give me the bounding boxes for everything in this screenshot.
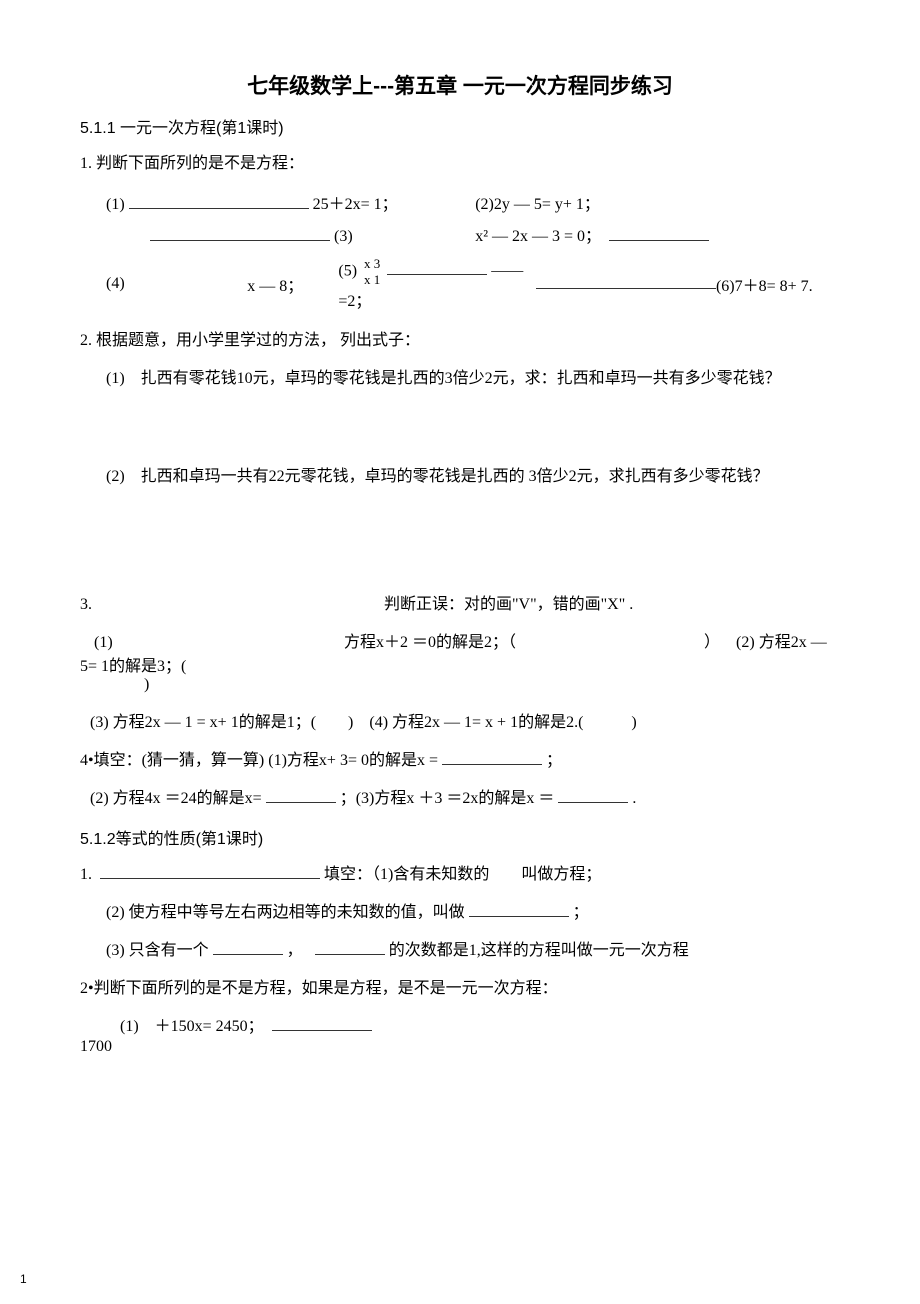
q1-3-expr: x² — 2x — 3 = 0；: [475, 228, 601, 245]
q1-row-3: (4) x — 8； (5) x 3 x 1 ——=2； (6)7＋8= 8+ …: [80, 256, 840, 311]
q1-5-fraction: x 3 x 1: [364, 256, 380, 287]
q1-stem: 1. 判断下面所列的是不是方程：: [80, 152, 840, 176]
s2-q1-2: (2) 使方程中等号左右两边相等的未知数的值，叫做 ；: [80, 901, 840, 925]
q4-b: (2) 方程4x ＝24的解是x=: [90, 790, 262, 807]
q4-line-2: (2) 方程4x ＝24的解是x= ；(3)方程x ＋3 ＝2x的解是x ＝ .: [80, 787, 840, 811]
q1-5-pre-blank: [387, 259, 487, 275]
s2-q1-2-blank: [469, 901, 569, 917]
q2-stem: 2. 根据题意，用小学里学过的方法， 列出式子：: [80, 329, 840, 353]
section-head-text: 5.1.1 一元一次方程(第1课时): [80, 120, 284, 137]
s2-q2-1a: (1) ＋150x= 2450；: [120, 1018, 264, 1035]
q3-2-wrap: ): [80, 673, 840, 697]
q3-1-close: ）: [704, 634, 720, 651]
q4-line-1: 4•填空：(猜一猜，算一算) (1)方程x+ 3= 0的解是x = ；: [80, 749, 840, 773]
q4-b-blank: [266, 787, 336, 803]
q3-2-close: ): [144, 676, 149, 693]
q3-row-1: (1) 方程x＋2 ＝0的解是2；（ ） (2) 方程2x — 5= 1的解是3…: [80, 631, 840, 679]
q1-5-frac-bot: x 1: [364, 272, 380, 288]
q1-5-post-blank: [536, 273, 716, 289]
q3-num: 3.: [80, 593, 380, 617]
page-number: 1: [20, 1272, 27, 1286]
q3-1-label: (1): [80, 631, 340, 655]
q3-stem: 判断正误：对的画"V"，错的画"X" .: [384, 596, 633, 613]
q4-b2: ；(3)方程x ＋3 ＝2x的解是x ＝: [340, 790, 555, 807]
s2-q1-2b: ；: [573, 904, 589, 921]
q2-1: (1) 扎西有零花钱10元，卓玛的零花钱是扎西的3倍少2元，求：扎西和卓玛一共有…: [80, 367, 840, 391]
q2-2: (2) 扎西和卓玛一共有22元零花钱，卓玛的零花钱是扎西的 3倍少2元，求扎西有…: [80, 465, 840, 489]
s2-q1-num: 1.: [80, 866, 92, 883]
q3-head-row: 3. 判断正误：对的画"V"，错的画"X" .: [80, 593, 840, 617]
s2-q1-a: 填空：（1)含有未知数的 叫做方程；: [324, 866, 601, 883]
q4-a2: ；: [546, 752, 562, 769]
q1-5-label: (5): [338, 262, 357, 279]
section-5-1-2-text: 5.1.2等式的性质(第1课时): [80, 831, 263, 848]
q1-1-label: (1): [106, 196, 125, 213]
q1-3-blank: [609, 225, 709, 241]
worksheet-page: 七年级数学上---第五章 一元一次方程同步练习 5.1.1 一元一次方程(第1课…: [0, 0, 920, 1304]
s2-q1-3-blank2: [315, 939, 385, 955]
section-5-1-2-head: 5.1.2等式的性质(第1课时): [80, 825, 840, 849]
s2-q1-2-text: (2) 使方程中等号左右两边相等的未知数的值，叫做: [106, 904, 469, 921]
s2-q2-1-blank: [272, 1015, 372, 1031]
s2-q1-line1: 1. 填空：（1)含有未知数的 叫做方程；: [80, 863, 840, 887]
q3-34: (3) 方程2x — 1 = x+ 1的解是1；( ) (4) 方程2x — 1…: [80, 711, 840, 735]
q1-4-expr: x — 8；: [247, 278, 303, 295]
q1-4-label: (4): [106, 275, 125, 292]
q1-3-label: (3): [334, 228, 353, 245]
s2-q1-3: (3) 只含有一个 ， 的次数都是1,这样的方程叫做一元一次方程: [80, 939, 840, 963]
q4-b2-blank: [558, 787, 628, 803]
page-title: 七年级数学上---第五章 一元一次方程同步练习: [80, 70, 840, 100]
s2-q1-3c: 的次数都是1,这样的方程叫做一元一次方程: [389, 942, 689, 959]
s2-q1-3-blank1: [213, 939, 283, 955]
q3-1-text: 方程x＋2 ＝0的解是2；（: [344, 634, 516, 651]
q4-a: 4•填空：(猜一猜，算一算) (1)方程x+ 3= 0的解是x =: [80, 752, 438, 769]
s2-q1-3b: ，: [287, 942, 311, 959]
q4-a-blank: [442, 749, 542, 765]
q4-b3: .: [632, 790, 636, 807]
s2-q1-3a: (3) 只含有一个: [106, 942, 213, 959]
section-5-1-1-head: 5.1.1 一元一次方程(第1课时): [80, 114, 840, 138]
s2-q1-blank: [100, 863, 320, 879]
s2-q2-stem: 2•判断下面所列的是不是方程，如果是方程，是不是一元一次方程：: [80, 977, 840, 1001]
q1-1-expr: 25＋2x= 1；: [313, 196, 398, 213]
q1-3-pre-blank: [150, 225, 330, 241]
q1-row-1: (1) 25＋2x= 1； (2)2y — 5= y+ 1；: [80, 190, 840, 214]
q1-1-blank: [129, 193, 309, 209]
q1-5-frac-top: x 3: [364, 256, 380, 272]
q1-row-2: (3) x² — 2x — 3 = 0；: [80, 222, 840, 246]
q1-6: (6)7＋8= 8+ 7.: [716, 278, 813, 295]
q1-2: (2)2y — 5= y+ 1；: [475, 196, 600, 213]
